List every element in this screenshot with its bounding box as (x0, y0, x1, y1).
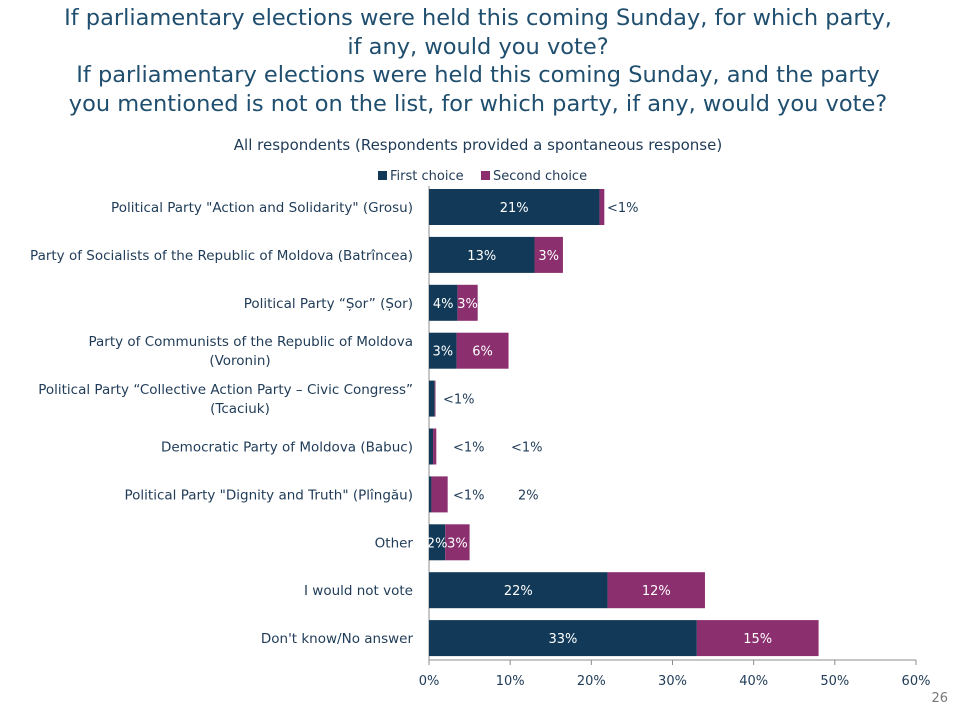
bar-second-choice (457, 284, 478, 321)
data-label-first-choice: 33% (548, 632, 577, 647)
data-label-first-choice: 22% (504, 584, 533, 599)
data-label-second-choice: <1% (607, 201, 639, 216)
data-label-first-choice: 13% (467, 249, 496, 264)
x-tick-label: 10% (496, 674, 525, 689)
title-line-1: If parliamentary elections were held thi… (64, 5, 892, 31)
x-tick-label: 0% (419, 674, 440, 689)
category-label: Don't know/No answer (261, 631, 414, 647)
bar-second-choice (599, 189, 605, 225)
legend-swatch-second-choice (481, 171, 490, 180)
bar-first-choice (429, 284, 458, 321)
category-label: (Tcaciuk) (210, 401, 270, 417)
bar-first-choice (429, 236, 535, 273)
legend-label-first-choice: First choice (390, 169, 464, 184)
bar-first-choice (429, 189, 600, 225)
data-label-second-choice: 2% (518, 488, 539, 503)
category-label: Other (375, 535, 414, 551)
x-tick-label: 20% (577, 674, 606, 689)
x-tick-label: 50% (820, 674, 849, 689)
data-label-first-choice: 2% (427, 536, 448, 551)
bar-second-choice (456, 332, 509, 369)
legend-label-second-choice: Second choice (493, 169, 587, 184)
legend-swatch-first-choice (378, 171, 387, 180)
bar-second-choice (696, 620, 819, 657)
bar-first-choice (429, 332, 457, 369)
data-label-second-choice: 3% (457, 297, 478, 312)
bar-first-choice (429, 620, 697, 657)
data-label-first-choice: <1% (453, 488, 485, 503)
bar-second-choice (445, 524, 470, 561)
data-label-first-choice: <1% (453, 441, 485, 456)
bar-first-choice (429, 524, 446, 561)
x-tick-label: 60% (902, 674, 931, 689)
data-label-first-choice: 4% (433, 297, 454, 312)
data-label-first-choice: <1% (443, 393, 475, 408)
bar-first-choice (429, 572, 608, 609)
data-label-first-choice: 3% (432, 345, 453, 360)
x-tick-label: 40% (739, 674, 768, 689)
category-label: I would not vote (304, 583, 413, 599)
bar-first-choice (429, 476, 432, 513)
category-label: Political Party "Dignity and Truth" (Plî… (125, 487, 413, 503)
data-label-second-choice: 3% (538, 249, 559, 264)
data-label-second-choice: 6% (472, 345, 493, 360)
title-line-3: If parliamentary elections were held thi… (76, 62, 880, 88)
bar-first-choice (429, 428, 434, 465)
page-number: 26 (931, 691, 948, 706)
chart-subtitle: All respondents (Respondents provided a … (233, 136, 723, 154)
bar-second-choice (434, 380, 436, 417)
data-label-first-choice: 21% (500, 201, 529, 216)
category-label: Political Party “Șor” (Șor) (244, 296, 413, 312)
data-label-second-choice: 15% (743, 632, 772, 647)
chart-title: If parliamentary elections were held thi… (0, 4, 956, 118)
category-label: Democratic Party of Moldova (Babuc) (161, 440, 413, 456)
category-label: Party of Communists of the Republic of M… (88, 334, 413, 350)
bar-second-choice (607, 572, 705, 609)
data-label-second-choice: 3% (447, 536, 468, 551)
category-label: Political Party “Collective Action Party… (38, 382, 413, 398)
bar-second-choice (433, 428, 437, 465)
x-tick-label: 30% (658, 674, 687, 689)
bar-second-choice (431, 476, 448, 513)
category-label: Political Party "Action and Solidarity" … (111, 200, 413, 216)
category-label: (Voronin) (209, 353, 270, 369)
bar-second-choice (534, 236, 563, 273)
data-label-second-choice: 12% (642, 584, 671, 599)
data-label-second-choice: <1% (511, 441, 543, 456)
title-line-2: if any, would you vote? (347, 33, 609, 60)
category-label: Party of Socialists of the Republic of M… (30, 248, 413, 264)
title-line-4: you mentioned is not on the list, for wh… (68, 90, 888, 117)
bar-first-choice (429, 380, 435, 417)
